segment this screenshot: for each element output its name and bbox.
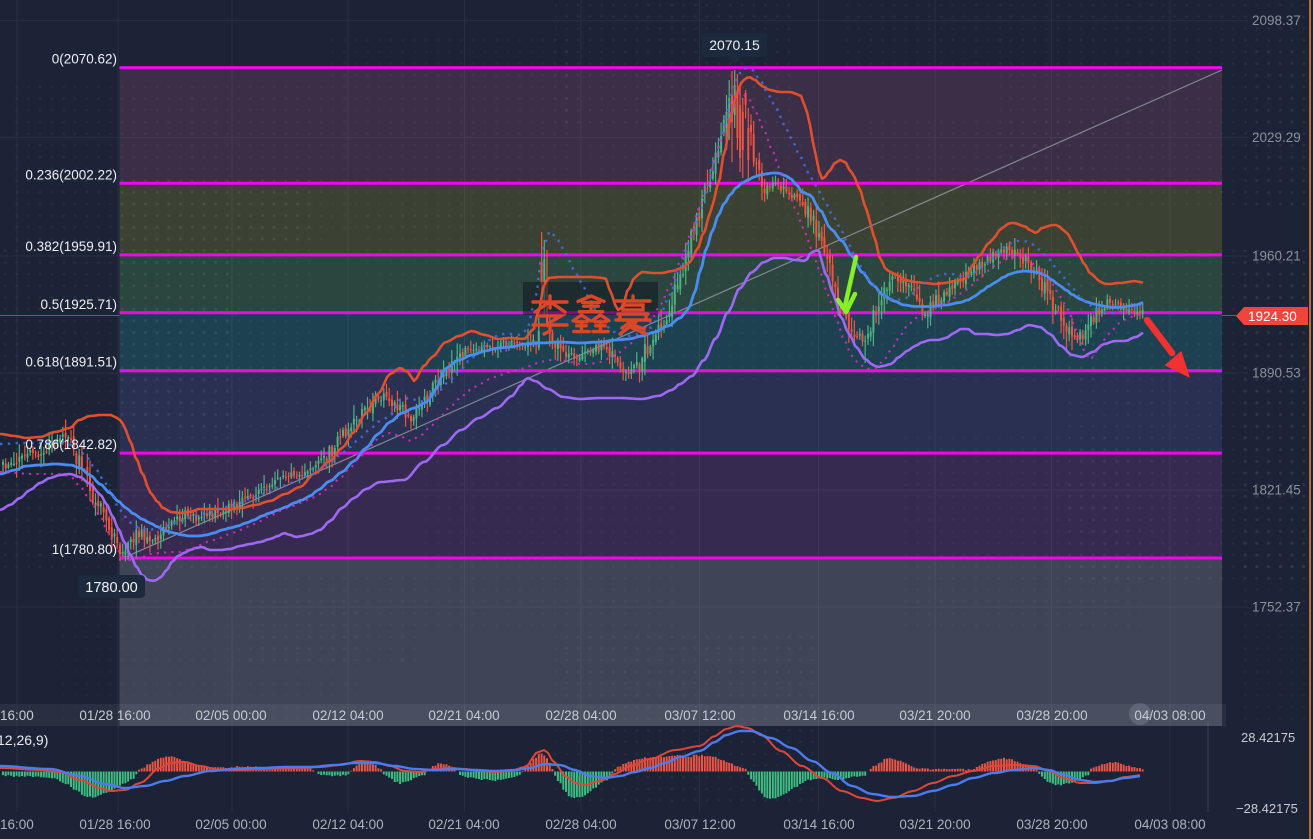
svg-text:04/03 08:00: 04/03 08:00 — [1134, 708, 1205, 723]
svg-text:12,26,9): 12,26,9) — [0, 732, 48, 748]
svg-text:1924.30: 1924.30 — [1248, 309, 1297, 324]
svg-text:02/12 04:00: 02/12 04:00 — [312, 817, 383, 832]
svg-text:16:00: 16:00 — [0, 817, 34, 832]
svg-text:03/07 12:00: 03/07 12:00 — [664, 817, 735, 832]
svg-text:03/14 16:00: 03/14 16:00 — [783, 817, 854, 832]
svg-text:03/07 12:00: 03/07 12:00 — [664, 708, 735, 723]
svg-text:16:00: 16:00 — [0, 708, 34, 723]
svg-text:1(1780.80): 1(1780.80) — [52, 542, 117, 557]
svg-text:01/28 16:00: 01/28 16:00 — [79, 708, 150, 723]
svg-text:03/28 20:00: 03/28 20:00 — [1016, 817, 1087, 832]
svg-text:02/05 00:00: 02/05 00:00 — [195, 817, 266, 832]
svg-text:0.786(1842.82): 0.786(1842.82) — [25, 437, 117, 452]
svg-text:03/28 20:00: 03/28 20:00 — [1016, 708, 1087, 723]
svg-text:1752.37: 1752.37 — [1252, 600, 1301, 615]
svg-text:03/21 20:00: 03/21 20:00 — [899, 817, 970, 832]
svg-text:02/28 04:00: 02/28 04:00 — [545, 817, 616, 832]
svg-text:02/28 04:00: 02/28 04:00 — [545, 708, 616, 723]
svg-text:0(2070.62): 0(2070.62) — [52, 52, 117, 67]
svg-text:0.5(1925.71): 0.5(1925.71) — [40, 297, 117, 312]
svg-text:2070.15: 2070.15 — [709, 37, 760, 53]
svg-text:28.42175: 28.42175 — [1241, 730, 1295, 745]
svg-text:02/21 04:00: 02/21 04:00 — [428, 708, 499, 723]
svg-text:1780.00: 1780.00 — [85, 580, 137, 596]
svg-text:2098.37: 2098.37 — [1252, 13, 1301, 28]
svg-text:1960.21: 1960.21 — [1252, 249, 1301, 264]
svg-text:03/14 16:00: 03/14 16:00 — [783, 708, 854, 723]
svg-text:02/21 04:00: 02/21 04:00 — [428, 817, 499, 832]
svg-text:02/05 00:00: 02/05 00:00 — [195, 708, 266, 723]
svg-text:1821.45: 1821.45 — [1252, 483, 1301, 498]
svg-text:02/12 04:00: 02/12 04:00 — [312, 708, 383, 723]
svg-text:01/28 16:00: 01/28 16:00 — [79, 817, 150, 832]
svg-text:−28.42175: −28.42175 — [1236, 801, 1298, 816]
svg-text:1890.53: 1890.53 — [1252, 366, 1301, 381]
svg-text:0.236(2002.22): 0.236(2002.22) — [25, 167, 117, 182]
svg-text:0.382(1959.91): 0.382(1959.91) — [25, 239, 117, 254]
svg-text:03/21 20:00: 03/21 20:00 — [899, 708, 970, 723]
svg-text:0.618(1891.51): 0.618(1891.51) — [25, 355, 117, 370]
svg-text:2029.29: 2029.29 — [1252, 130, 1301, 145]
svg-text:04/03 08:00: 04/03 08:00 — [1134, 817, 1205, 832]
